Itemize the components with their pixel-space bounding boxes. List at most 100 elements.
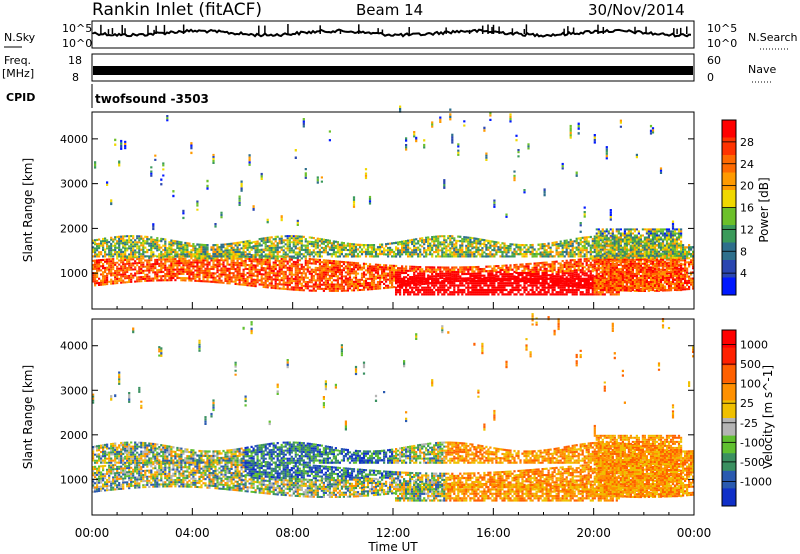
heatmap-cell xyxy=(148,255,151,258)
heatmap-cell xyxy=(162,174,165,177)
heatmap-cell xyxy=(122,267,125,270)
heatmap-cell xyxy=(352,243,356,246)
heatmap-cell xyxy=(326,239,329,242)
heatmap-cell xyxy=(531,253,534,256)
heatmap-cell xyxy=(112,280,115,283)
heatmap-cell xyxy=(242,275,245,278)
heatmap-cell xyxy=(282,258,285,261)
heatmap-cell xyxy=(344,248,347,251)
heatmap-cell xyxy=(479,240,482,243)
heatmap-cell xyxy=(577,279,580,282)
heatmap-cell xyxy=(370,288,374,291)
heatmap-cell xyxy=(421,270,424,273)
heatmap-cell xyxy=(553,255,556,258)
heatmap-cell xyxy=(212,276,215,279)
heatmap-cell xyxy=(431,273,434,276)
heatmap-cell xyxy=(172,274,175,277)
heatmap-cell xyxy=(481,279,484,283)
heatmap-cell xyxy=(314,260,317,263)
heatmap-cell xyxy=(501,275,504,278)
heatmap-cell xyxy=(298,237,301,240)
heatmap-cell xyxy=(591,251,594,254)
heatmap-cell xyxy=(142,237,145,240)
heatmap-cell xyxy=(228,267,231,270)
heatmap-cell xyxy=(461,246,464,249)
heatmap-cell xyxy=(587,236,590,239)
heatmap-cell xyxy=(296,255,299,258)
heatmap-cell xyxy=(481,253,484,256)
heatmap-cell xyxy=(262,255,265,258)
heatmap-cell xyxy=(431,282,434,285)
heatmap-cell xyxy=(144,242,147,245)
heatmap-cell xyxy=(120,261,123,264)
heatmap-cell xyxy=(154,247,157,250)
heatmap-cell xyxy=(593,136,596,139)
heatmap-cell xyxy=(571,265,574,268)
heatmap-cell xyxy=(567,265,570,268)
heatmap-cell xyxy=(280,287,283,290)
heatmap-cell xyxy=(186,270,189,273)
heatmap-cell xyxy=(441,253,444,256)
heatmap-cell xyxy=(230,259,233,262)
heatmap-cell xyxy=(120,273,123,276)
heatmap-cell xyxy=(427,268,430,271)
heatmap-cell xyxy=(479,249,482,252)
heatmap-cell xyxy=(280,283,283,286)
heatmap-cell xyxy=(545,255,548,258)
heatmap-cell xyxy=(238,243,241,247)
heatmap-cell xyxy=(423,251,426,254)
heatmap-cell xyxy=(170,248,173,251)
heatmap-cell xyxy=(368,275,372,278)
heatmap-cell xyxy=(593,279,596,283)
heatmap-cell xyxy=(415,286,418,289)
heatmap-cell xyxy=(481,268,484,271)
heatmap-cell xyxy=(290,269,293,272)
heatmap-cell xyxy=(206,255,209,258)
heatmap-cell xyxy=(467,284,470,287)
heatmap-cell xyxy=(509,275,512,278)
heatmap-cell xyxy=(226,261,229,264)
heatmap-cell xyxy=(465,268,468,271)
heatmap-cell xyxy=(409,286,412,289)
heatmap-cell xyxy=(537,277,540,280)
heatmap-cell xyxy=(569,134,572,137)
heatmap-cell xyxy=(240,182,243,186)
heatmap-cell xyxy=(204,263,207,266)
heatmap-cell xyxy=(224,273,227,276)
heatmap-cell xyxy=(539,284,542,287)
heatmap-cell xyxy=(577,269,580,272)
heatmap-cell xyxy=(290,256,293,259)
heatmap-cell xyxy=(397,288,400,292)
heatmap-cell xyxy=(296,265,299,268)
heatmap-cell xyxy=(583,242,586,245)
heatmap-cell xyxy=(539,282,542,285)
heatmap-cell xyxy=(495,269,498,272)
heatmap-cell xyxy=(364,284,368,287)
heatmap-cell xyxy=(150,251,153,254)
heatmap-cell xyxy=(184,246,187,249)
heatmap-cell xyxy=(308,270,311,273)
heatmap-cell xyxy=(368,269,372,272)
heatmap-cell xyxy=(541,284,544,287)
heatmap-cell xyxy=(292,255,295,258)
heatmap-cell xyxy=(517,279,520,283)
heatmap-cell xyxy=(130,258,133,261)
heatmap-cell xyxy=(356,243,360,246)
heatmap-cell xyxy=(316,267,319,270)
heatmap-cell xyxy=(204,250,207,253)
heatmap-cell xyxy=(218,263,221,266)
heatmap-cell xyxy=(401,253,404,256)
heatmap-cell xyxy=(585,272,588,275)
heatmap-cell xyxy=(290,237,293,240)
heatmap-cell xyxy=(409,265,412,268)
heatmap-cell xyxy=(288,239,291,242)
heatmap-cell xyxy=(92,263,95,266)
heatmap-cell xyxy=(304,248,307,252)
heatmap-cell xyxy=(156,237,159,240)
heatmap-cell xyxy=(579,284,582,287)
heatmap-cell xyxy=(547,286,550,289)
heatmap-cell xyxy=(282,245,285,248)
heatmap-cell xyxy=(248,250,251,254)
heatmap-cell xyxy=(264,273,267,276)
heatmap-cell xyxy=(270,271,273,274)
